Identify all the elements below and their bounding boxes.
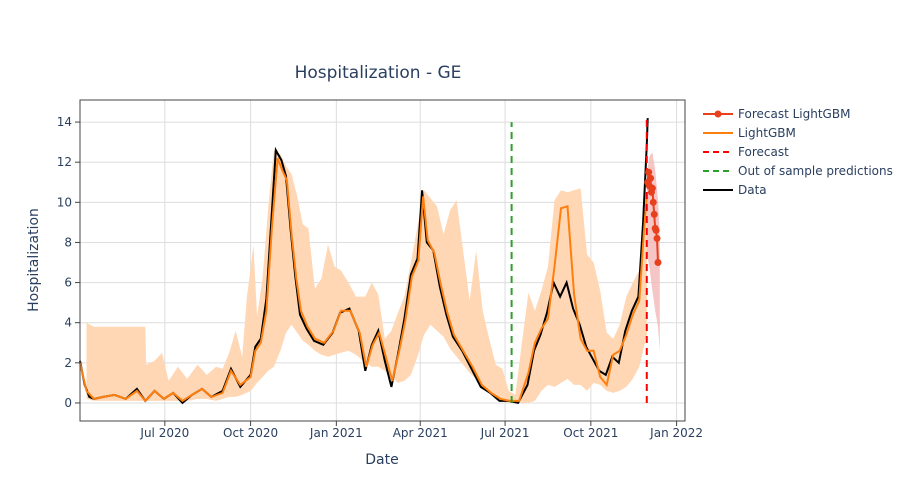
series-line-lightgbm[interactable] bbox=[79, 157, 648, 403]
x-tick-label: Apr 2021 bbox=[393, 426, 448, 440]
forecast-point[interactable] bbox=[649, 198, 657, 206]
y-tick-label: 8 bbox=[64, 235, 72, 249]
legend-label: LightGBM bbox=[738, 126, 796, 140]
y-tick-label: 14 bbox=[57, 115, 72, 129]
legend-item-forecast-lightgbm[interactable]: Forecast LightGBM bbox=[703, 107, 850, 121]
forecast-point[interactable] bbox=[645, 168, 653, 176]
legend[interactable]: Forecast LightGBM LightGBM Forecast Out of … bbox=[703, 107, 893, 197]
plot-layer bbox=[79, 116, 662, 405]
y-tick-label: 2 bbox=[64, 356, 72, 370]
x-tick-label: Oct 2020 bbox=[223, 426, 278, 440]
legend-label: Out of sample predictions bbox=[738, 164, 893, 178]
chart-title: Hospitalization - GE bbox=[295, 63, 462, 83]
y-tick-label: 12 bbox=[57, 155, 72, 169]
y-tick-label: 10 bbox=[57, 195, 72, 209]
legend-label: Forecast bbox=[738, 145, 789, 159]
x-tick-label: Jan 2021 bbox=[309, 426, 363, 440]
legend-item-out-of-sample[interactable]: Out of sample predictions bbox=[703, 164, 893, 178]
legend-item-forecast[interactable]: Forecast bbox=[703, 145, 789, 159]
forecast-point[interactable] bbox=[654, 259, 662, 267]
forecast-point[interactable] bbox=[653, 234, 661, 242]
forecast-point[interactable] bbox=[648, 184, 656, 192]
y-tick-label: 4 bbox=[64, 316, 72, 330]
forecast-point[interactable] bbox=[647, 174, 655, 182]
y-axis-title: Hospitalization bbox=[26, 208, 42, 312]
legend-label: Data bbox=[738, 183, 767, 197]
y-tick-label: 6 bbox=[64, 276, 72, 290]
forecast-point[interactable] bbox=[652, 226, 660, 234]
x-axis-title: Date bbox=[365, 452, 398, 468]
x-tick-label: Jul 2020 bbox=[139, 426, 189, 440]
x-tick-label: Oct 2021 bbox=[563, 426, 618, 440]
legend-label: Forecast LightGBM bbox=[738, 107, 850, 121]
axis-layer: Jul 2020 Oct 2020 Jan 2021 Apr 2021 Jul 2021… bbox=[57, 99, 703, 440]
forecast-point[interactable] bbox=[650, 210, 658, 218]
x-tick-label: Jan 2022 bbox=[649, 426, 703, 440]
x-tick-label: Jul 2021 bbox=[480, 426, 530, 440]
legend-marker bbox=[714, 110, 722, 118]
y-tick-label: 0 bbox=[64, 396, 72, 410]
legend-item-lightgbm[interactable]: LightGBM bbox=[703, 126, 796, 140]
plot-frame bbox=[79, 99, 686, 422]
lightgbm-interval-band bbox=[86, 150, 647, 403]
legend-item-data[interactable]: Data bbox=[703, 183, 767, 197]
